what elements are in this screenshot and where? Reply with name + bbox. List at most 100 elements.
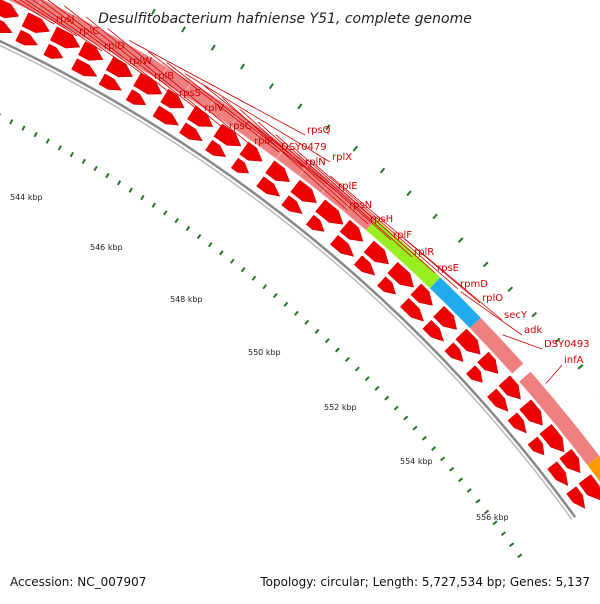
scale-ticks — [0, 0, 600, 557]
scale-minor-tick — [459, 478, 463, 481]
gene-arrow — [306, 215, 324, 231]
scale-minor-tick — [336, 348, 339, 352]
outer-tick — [270, 84, 273, 89]
gene-arrow — [478, 352, 499, 374]
gene-label-rpsj: rpsJ — [56, 14, 75, 25]
scale-minor-tick — [305, 320, 308, 324]
scale-minor-tick — [284, 302, 287, 306]
scale-minor-tick — [501, 532, 505, 535]
scale-label: 544 kbp — [10, 193, 43, 202]
outer-tick — [459, 238, 463, 242]
outer-tick — [381, 168, 385, 173]
gene-arrow — [528, 437, 544, 455]
scale-minor-tick — [35, 132, 37, 136]
backbone — [0, 0, 575, 520]
scale-minor-tick — [231, 259, 234, 263]
scale-minor-tick — [242, 268, 245, 272]
gene-label-infa: infA — [564, 355, 584, 366]
scale-label: 546 kbp — [90, 243, 123, 252]
gene-arrow — [231, 158, 249, 173]
scale-label: 552 kbp — [324, 403, 357, 412]
gene-arrow — [72, 59, 97, 77]
scale-label: 548 kbp — [170, 295, 203, 304]
outer-tick — [532, 313, 536, 317]
scale-minor-tick — [71, 152, 74, 156]
gene-leader-line — [108, 29, 252, 146]
scale-minor-tick — [413, 426, 417, 429]
scale-minor-tick — [94, 166, 97, 170]
outer-tick — [298, 104, 302, 109]
scale-minor-tick — [450, 468, 454, 471]
gene-label-rplo: rplO — [482, 293, 503, 304]
gene-arrow — [153, 106, 179, 125]
scale-minor-tick — [274, 294, 277, 298]
gene-arrow — [567, 487, 585, 509]
scale-minor-tick — [346, 358, 350, 362]
scale-minor-tick — [220, 251, 223, 255]
scale-minor-tick — [47, 139, 49, 143]
scale-minor-tick — [518, 554, 522, 557]
scale-minor-tick — [476, 500, 480, 503]
scale-minor-tick — [404, 416, 408, 419]
scale-minor-tick — [22, 126, 24, 130]
scale-minor-tick — [315, 330, 318, 334]
scale-minor-tick — [252, 276, 255, 280]
scale-minor-tick — [385, 396, 389, 400]
scale-minor-tick — [263, 285, 266, 289]
scale-label: 550 kbp — [248, 348, 281, 357]
outer-tick — [433, 214, 437, 218]
gene-leader-line — [258, 122, 391, 240]
gene-arrow — [466, 366, 482, 383]
scale-minor-tick — [209, 243, 212, 247]
gene-arrow — [0, 17, 12, 33]
scale-label: 554 kbp — [400, 457, 433, 466]
gene-arrow — [445, 343, 463, 362]
gene-label-rpsq: rpsQ — [307, 125, 331, 136]
gene-arrow — [508, 413, 526, 433]
outer-tick — [407, 191, 411, 196]
scale-minor-tick — [106, 173, 109, 177]
gene-label-dsy0493: DSY0493 — [544, 339, 590, 350]
scale-minor-tick — [83, 159, 86, 163]
scale-minor-tick — [198, 235, 201, 239]
outer-tick — [508, 287, 512, 291]
gene-label-adk: adk — [524, 325, 542, 336]
scale-minor-tick — [153, 203, 156, 207]
scale-minor-tick — [467, 489, 471, 492]
scale-minor-tick — [375, 387, 379, 391]
scale-minor-tick — [141, 196, 144, 200]
scale-minor-tick — [366, 377, 370, 381]
gene-leader-line — [311, 161, 458, 289]
scale-minor-tick — [59, 146, 62, 150]
scale-minor-tick — [129, 188, 132, 192]
scale-minor-tick — [326, 339, 329, 343]
scale-minor-tick — [510, 543, 514, 546]
gene-arrow — [126, 90, 146, 105]
scale-minor-tick — [441, 457, 445, 460]
scale-minor-tick — [10, 120, 12, 125]
scale-minor-tick — [432, 447, 436, 450]
gene-arrow — [44, 44, 63, 59]
gene-label-rplx: rplX — [332, 152, 352, 163]
genome-summary-text: Topology: circular; Length: 5,727,534 bp… — [259, 575, 590, 589]
outer-tick — [241, 64, 244, 69]
outer-tick — [354, 146, 358, 151]
gene-leader-line — [546, 365, 562, 384]
scale-minor-tick — [423, 437, 427, 440]
gene-label-dsy0479: DSY0479 — [281, 142, 327, 153]
backbone-outer-line — [0, 0, 575, 517]
backbone-inner-line — [0, 0, 572, 520]
scale-labels: 544 kbp 546 kbp 548 kbp 550 kbp 552 kbp 554 k… — [10, 193, 509, 522]
gene-leader-line — [294, 148, 436, 273]
outer-tick — [484, 262, 488, 266]
gene-leader-line — [502, 335, 542, 349]
scale-minor-tick — [187, 227, 190, 231]
scale-minor-tick — [118, 181, 121, 185]
gene-leader-line — [240, 110, 368, 224]
outer-tick — [182, 27, 185, 32]
scale-minor-tick — [356, 367, 360, 371]
scale-minor-tick — [175, 219, 178, 223]
scale-minor-tick — [164, 211, 167, 215]
